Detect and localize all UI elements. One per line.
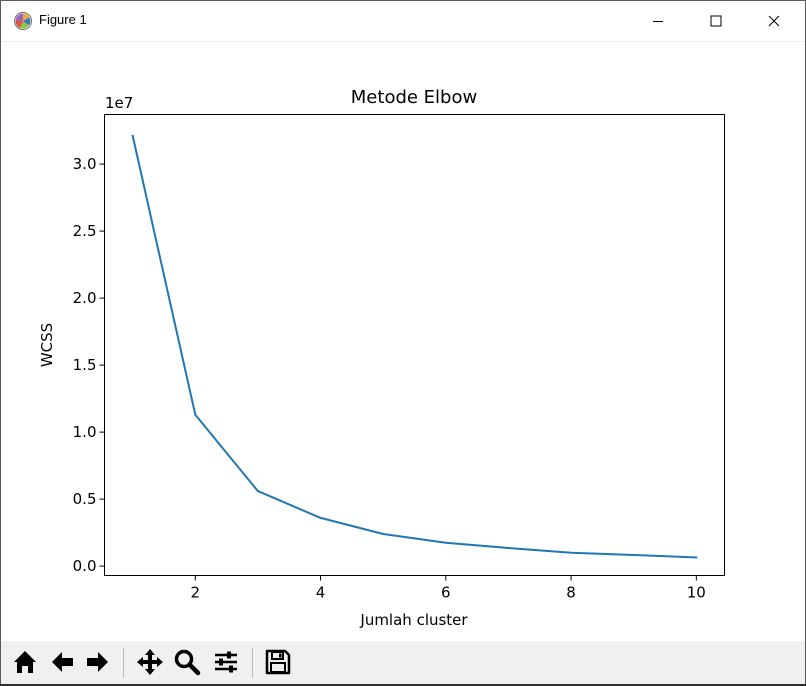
y-tick-label: 0.5 xyxy=(73,490,97,508)
close-button[interactable] xyxy=(745,1,803,41)
y-tick-label: 1.0 xyxy=(73,423,97,441)
matplotlib-app-icon xyxy=(13,11,33,31)
navigation-toolbar xyxy=(1,641,805,685)
toolbar-separator xyxy=(252,648,253,678)
home-icon xyxy=(11,648,39,676)
configure-subplots-icon xyxy=(212,648,240,676)
x-tick-label: 8 xyxy=(566,584,576,602)
pan-button[interactable] xyxy=(134,646,166,678)
pan-icon xyxy=(135,647,165,677)
maximize-icon xyxy=(710,15,722,27)
chart-title: Metode Elbow xyxy=(351,87,477,108)
forward-arrow-icon xyxy=(84,648,112,676)
title-bar[interactable]: Figure 1 xyxy=(1,1,805,42)
save-icon xyxy=(264,648,292,676)
save-button[interactable] xyxy=(262,646,294,678)
close-icon xyxy=(768,15,780,27)
minimize-icon xyxy=(652,15,664,27)
back-button[interactable] xyxy=(46,646,78,678)
back-arrow-icon xyxy=(48,648,76,676)
y-tick-label: 2.5 xyxy=(73,222,97,240)
y-tick-label: 0.0 xyxy=(73,557,97,575)
y-axis-label: WCSS xyxy=(38,323,56,367)
axes-frame xyxy=(104,114,725,576)
x-tick-label: 10 xyxy=(687,584,706,602)
toolbar-separator xyxy=(123,648,124,678)
x-tick-group: 2 4 6 8 10 xyxy=(191,575,706,602)
x-tick-label: 2 xyxy=(191,584,201,602)
y-tick-label: 1.5 xyxy=(73,356,97,374)
y-offset-label: 1e7 xyxy=(105,94,133,112)
background-strip xyxy=(0,684,806,686)
chart: Metode Elbow 1e7 0.0 0.5 1.0 1.5 2.0 2.5 3.0 2… xyxy=(38,87,725,629)
figure-canvas[interactable]: Metode Elbow 1e7 0.0 0.5 1.0 1.5 2.0 2.5 3.0 2… xyxy=(1,42,805,641)
x-tick-label: 4 xyxy=(316,584,326,602)
y-tick-label: 3.0 xyxy=(73,155,97,173)
y-tick-label: 2.0 xyxy=(73,289,97,307)
window-title: Figure 1 xyxy=(39,12,87,27)
wcss-series-line xyxy=(131,134,698,559)
zoom-button[interactable] xyxy=(171,646,203,678)
zoom-icon xyxy=(173,648,201,676)
x-tick-label: 6 xyxy=(441,584,451,602)
x-axis-label: Jumlah cluster xyxy=(359,611,468,629)
configure-subplots-button[interactable] xyxy=(210,646,242,678)
maximize-button[interactable] xyxy=(687,1,745,41)
home-button[interactable] xyxy=(9,646,41,678)
forward-button[interactable] xyxy=(82,646,114,678)
minimize-button[interactable] xyxy=(629,1,687,41)
y-tick-group: 0.0 0.5 1.0 1.5 2.0 2.5 3.0 xyxy=(73,155,105,575)
data-points-group xyxy=(133,136,697,557)
